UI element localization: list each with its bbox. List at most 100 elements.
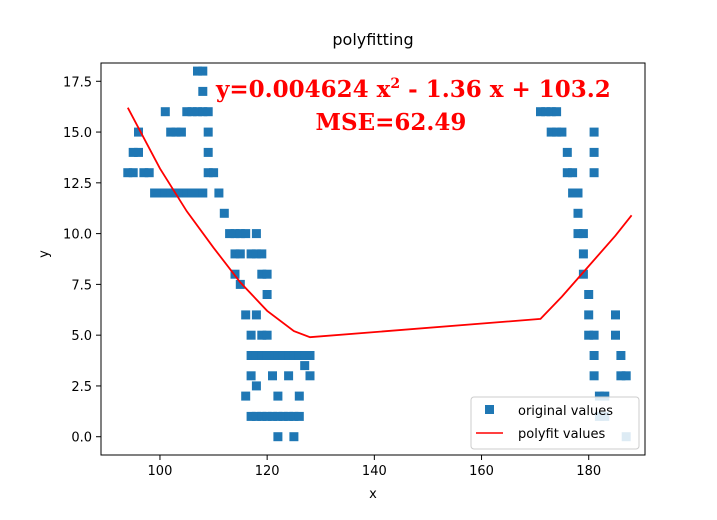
- y-tick-label: 2.5: [71, 380, 92, 395]
- x-tick-label: 160: [469, 464, 494, 479]
- data-point-marker: [246, 330, 256, 340]
- y-tick-label: 0.0: [71, 431, 92, 446]
- data-point-marker: [171, 127, 181, 137]
- chart-title: polyfitting: [332, 30, 413, 49]
- data-point-marker: [262, 269, 272, 279]
- data-point-marker: [246, 411, 256, 421]
- data-point-marker: [289, 351, 299, 360]
- data-point-marker: [257, 249, 267, 259]
- data-point-marker: [246, 371, 256, 381]
- y-tick-label: 10.0: [63, 228, 92, 243]
- data-point-marker: [546, 107, 556, 117]
- data-point-marker: [235, 229, 245, 239]
- data-point-marker: [589, 147, 599, 157]
- data-point-marker: [214, 188, 224, 198]
- data-point-marker: [541, 107, 551, 117]
- data-point-marker: [203, 107, 213, 117]
- data-point-marker: [584, 290, 594, 299]
- data-point-marker: [166, 127, 176, 137]
- y-tick-label: 15.0: [63, 126, 92, 141]
- data-point-marker: [611, 310, 620, 320]
- y-tick-label: 12.5: [63, 177, 92, 192]
- data-point-marker: [257, 330, 267, 340]
- data-point-marker: [294, 411, 304, 421]
- data-point-marker: [257, 351, 267, 360]
- data-point-marker: [230, 249, 240, 259]
- scatter-markers: [123, 66, 631, 442]
- data-point-marker: [578, 229, 588, 239]
- data-point-marker: [262, 290, 272, 299]
- data-point-marker: [166, 188, 176, 198]
- data-point-marker: [273, 432, 283, 442]
- data-point-marker: [251, 249, 261, 259]
- y-axis-label: y: [37, 250, 52, 258]
- data-point-marker: [262, 351, 272, 360]
- data-point-marker: [616, 371, 626, 381]
- data-point-marker: [273, 411, 283, 421]
- data-point-marker: [578, 269, 588, 279]
- data-point-marker: [150, 188, 160, 198]
- data-point-marker: [134, 127, 143, 137]
- data-point-marker: [230, 229, 240, 239]
- data-point-marker: [160, 107, 170, 117]
- data-point-marker: [198, 188, 208, 198]
- data-point-marker: [305, 351, 315, 360]
- legend-marker-original: [485, 405, 494, 414]
- data-point-marker: [262, 330, 272, 340]
- data-point-marker: [289, 432, 299, 442]
- data-point-marker: [573, 229, 583, 239]
- data-point-marker: [262, 411, 272, 421]
- data-point-marker: [278, 351, 288, 360]
- polyfit-line: [127, 107, 633, 339]
- data-point-marker: [300, 361, 310, 371]
- equation-annotation: y=0.004624 x2 - 1.36 x + 103.2: [215, 76, 611, 103]
- data-point-marker: [589, 127, 599, 137]
- data-point-marker: [257, 269, 267, 279]
- data-point-marker: [289, 411, 299, 421]
- equation-exponent: 2: [390, 76, 400, 92]
- mse-annotation: MSE=62.49: [316, 109, 467, 136]
- data-point-marker: [241, 229, 251, 239]
- data-point-marker: [589, 371, 599, 381]
- equation-prefix: y=0.004624 x: [215, 76, 391, 103]
- data-point-marker: [568, 168, 578, 178]
- data-point-marker: [573, 208, 583, 218]
- data-point-marker: [225, 229, 235, 239]
- data-point-marker: [278, 411, 288, 421]
- data-point-marker: [203, 127, 213, 137]
- data-point-marker: [251, 310, 261, 320]
- data-point-marker: [182, 107, 192, 117]
- data-point-marker: [235, 279, 245, 289]
- data-point-marker: [578, 249, 588, 259]
- data-point-marker: [594, 391, 604, 401]
- data-point-marker: [198, 107, 208, 117]
- data-point-marker: [176, 188, 186, 198]
- data-point-marker: [155, 188, 165, 198]
- data-point-marker: [144, 168, 154, 178]
- y-tick-label: 7.5: [71, 278, 92, 293]
- data-point-marker: [241, 310, 251, 320]
- plot-frame: [100, 62, 646, 456]
- data-point-marker: [273, 391, 283, 401]
- data-point-marker: [187, 107, 197, 117]
- data-point-marker: [284, 351, 294, 360]
- x-tick-label: 100: [148, 464, 173, 479]
- data-point-marker: [268, 371, 277, 381]
- data-point-marker: [552, 127, 562, 137]
- data-point-marker: [573, 188, 583, 198]
- data-point-marker: [257, 411, 267, 421]
- polyfit-line-group: [127, 107, 633, 339]
- data-point-marker: [203, 147, 213, 157]
- data-point-marker: [562, 147, 572, 157]
- data-point-marker: [284, 411, 294, 421]
- data-point-marker: [193, 188, 202, 198]
- data-point-marker: [251, 411, 261, 421]
- data-point-marker: [251, 229, 261, 239]
- legend-box: [470, 396, 640, 450]
- data-point-marker: [300, 351, 310, 360]
- data-point-marker: [235, 249, 245, 259]
- axes: 100 120 140 160 180 0.0 2.5 5.0 7.5 10.0 12.5 15.0 1…: [63, 62, 646, 479]
- data-point-marker: [198, 86, 208, 96]
- data-point-marker: [251, 351, 261, 360]
